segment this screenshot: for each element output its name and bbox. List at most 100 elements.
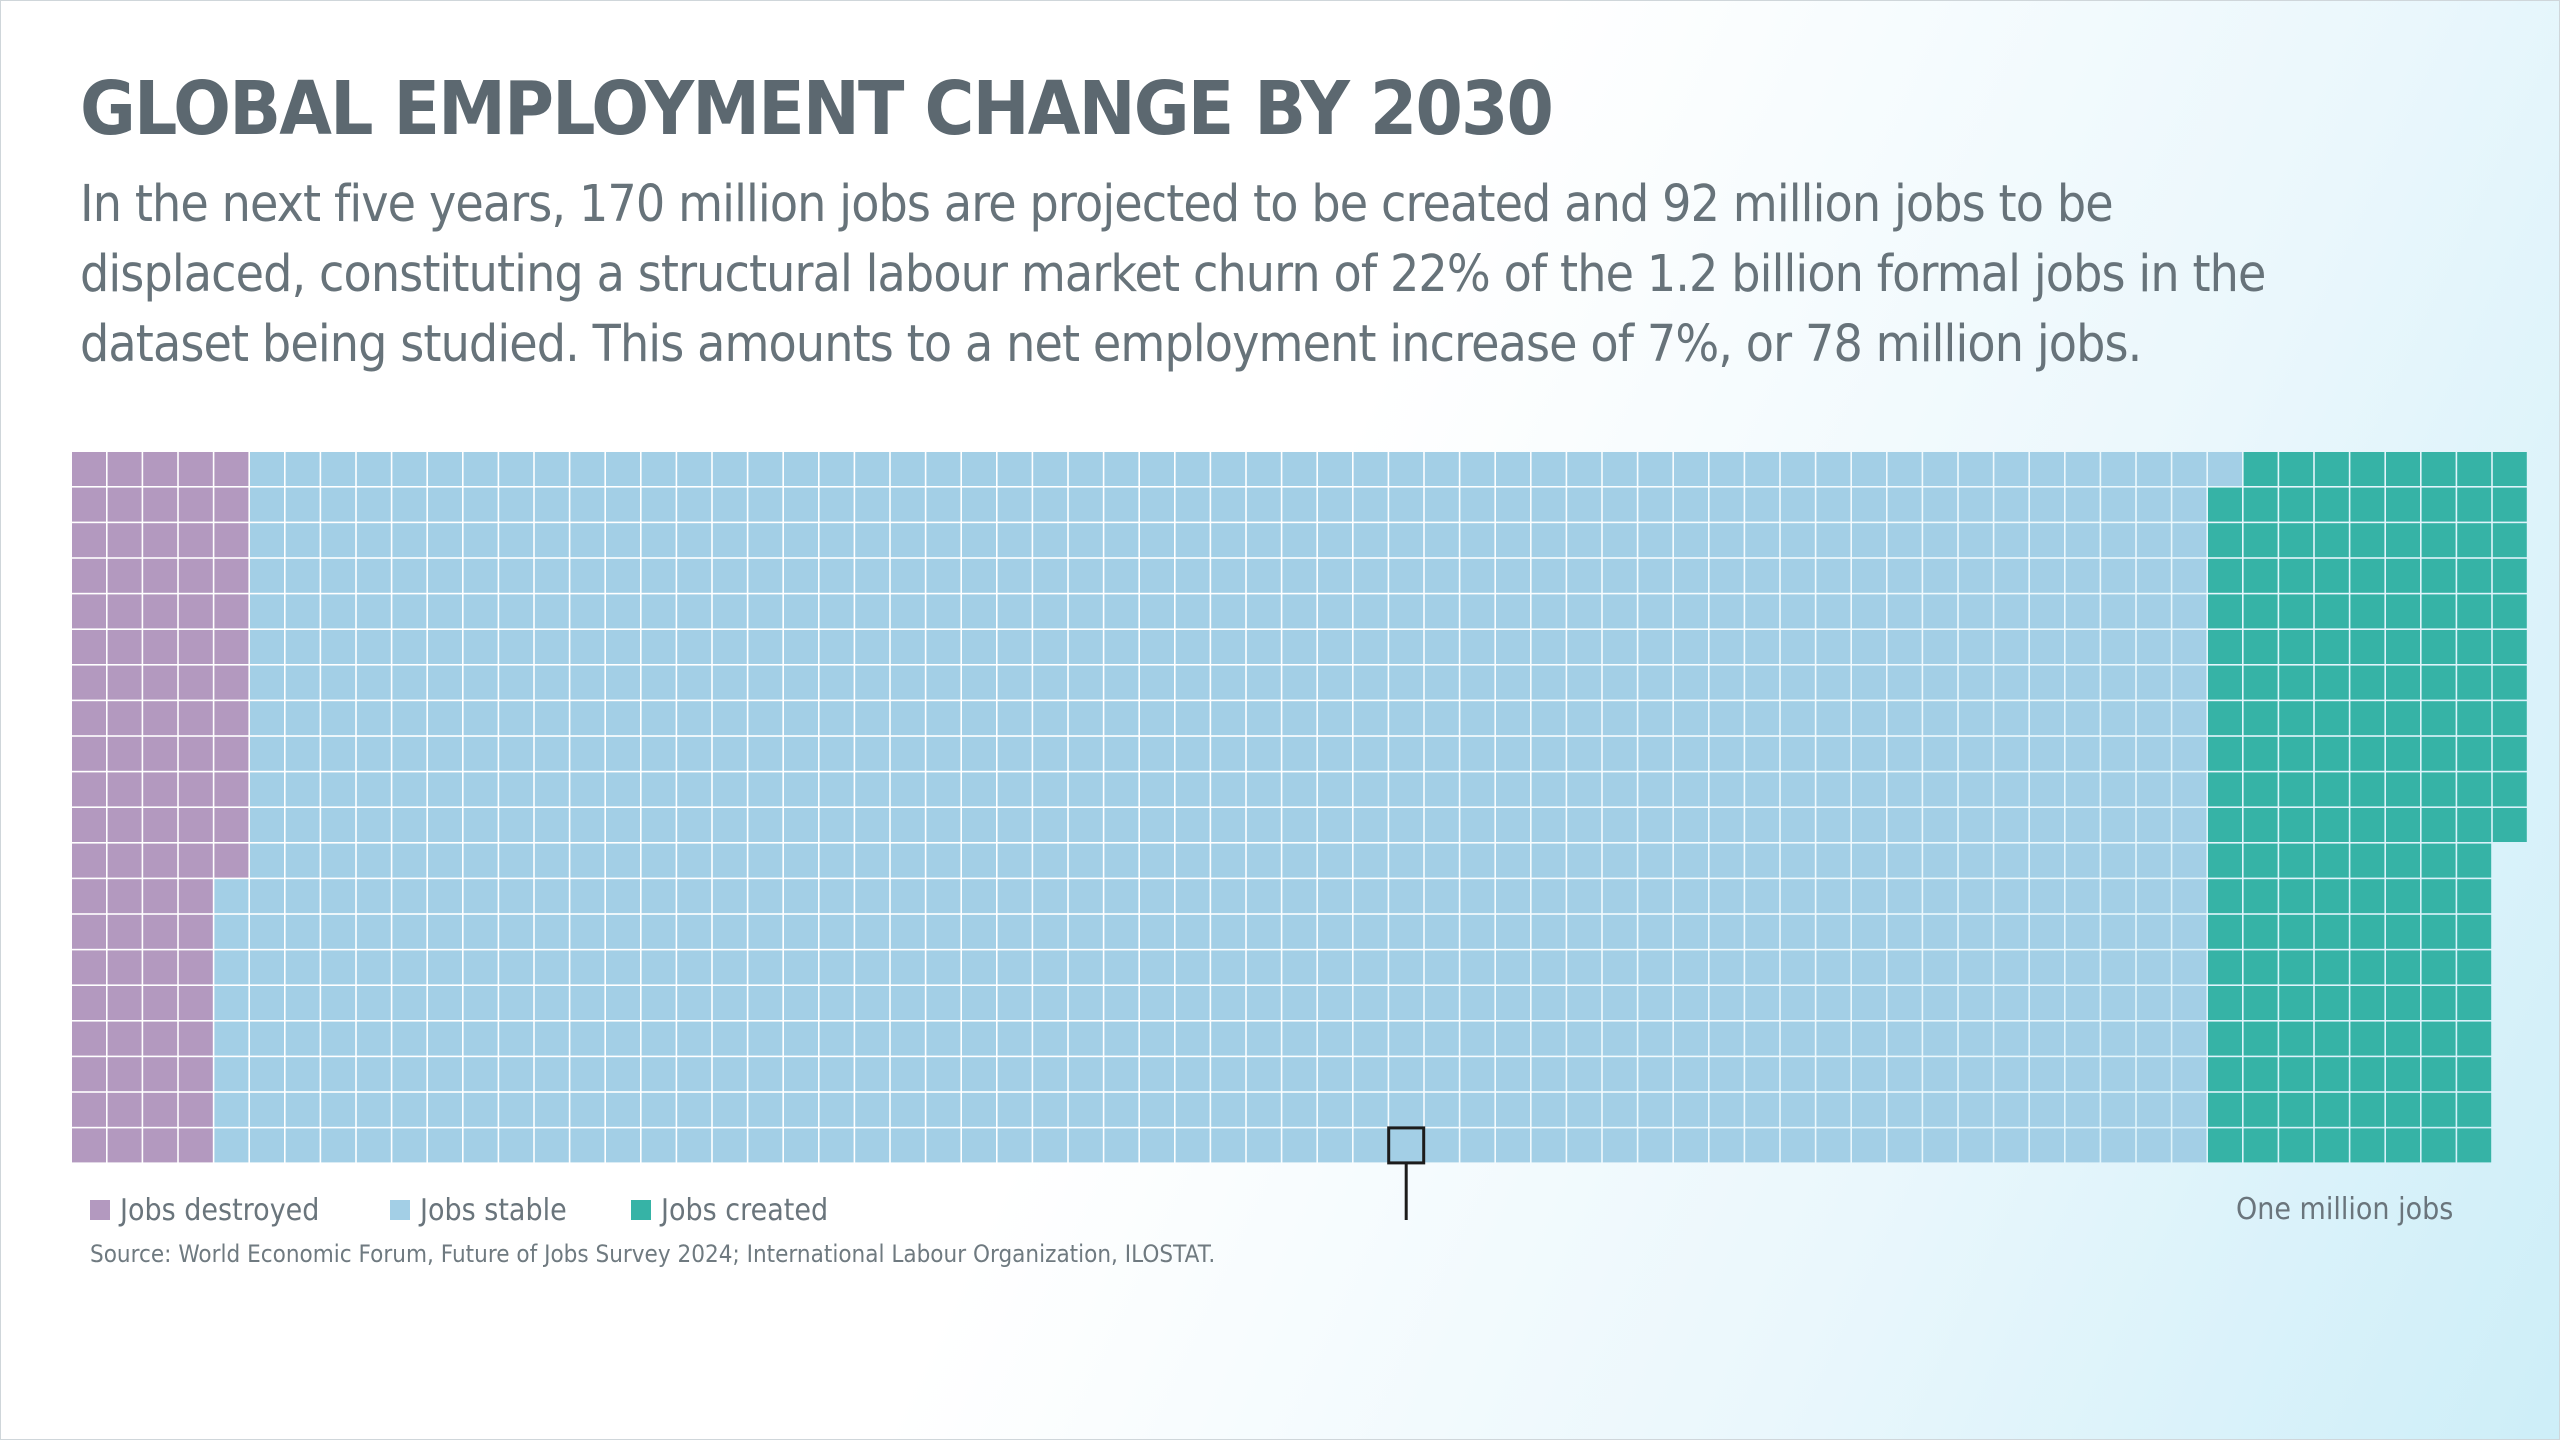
waffle-cell-jobs-stable (1816, 808, 1851, 842)
waffle-cell-jobs-stable (606, 452, 640, 486)
waffle-cell-jobs-created (2279, 986, 2314, 1020)
waffle-cell-jobs-stable (1460, 808, 1495, 842)
waffle-cell-jobs-stable (1852, 701, 1886, 736)
waffle-cell-jobs-stable (428, 914, 462, 949)
waffle-cell-jobs-stable (463, 487, 498, 522)
waffle-cell-jobs-stable (748, 558, 783, 593)
waffle-cell-jobs-stable (1140, 594, 1174, 629)
waffle-cell-jobs-stable (1211, 1057, 1246, 1092)
waffle-cell-jobs-stable (1531, 665, 1566, 700)
waffle-cell-jobs-stable (1211, 1021, 1246, 1056)
waffle-cell-jobs-created (2314, 843, 2349, 878)
waffle-cell-jobs-created (2279, 487, 2314, 522)
waffle-cell-jobs-created (2457, 523, 2492, 558)
waffle-cell-jobs-destroyed (107, 736, 142, 771)
waffle-cell-jobs-destroyed (72, 487, 106, 522)
waffle-cell-jobs-stable (1211, 736, 1246, 771)
waffle-cell-jobs-stable (855, 1128, 890, 1163)
waffle-cell-jobs-stable (712, 558, 747, 593)
waffle-cell-jobs-stable (2101, 808, 2136, 842)
waffle-cell-jobs-stable (285, 452, 320, 486)
waffle-cell-jobs-stable (1674, 879, 1708, 914)
waffle-cell-jobs-stable (1852, 772, 1886, 807)
waffle-cell-jobs-stable (1353, 594, 1388, 629)
waffle-cell-jobs-stable (1033, 487, 1068, 522)
waffle-cell-jobs-stable (712, 879, 747, 914)
waffle-cell-jobs-stable (570, 986, 605, 1020)
waffle-cell-jobs-stable (2172, 1128, 2207, 1163)
waffle-cell-jobs-stable (570, 914, 605, 949)
waffle-cell-jobs-stable (890, 879, 925, 914)
waffle-cell-jobs-stable (1282, 1057, 1317, 1092)
waffle-cell-jobs-stable (641, 1057, 676, 1092)
waffle-cell-jobs-stable (1709, 452, 1744, 486)
waffle-cell-jobs-stable (962, 950, 996, 985)
waffle-cell-jobs-stable (392, 487, 427, 522)
waffle-cell-jobs-created (2421, 843, 2456, 878)
waffle-cell-jobs-stable (1033, 914, 1068, 949)
waffle-cell-jobs-created (2421, 487, 2456, 522)
waffle-cell-jobs-stable (499, 736, 534, 771)
waffle-cell-jobs-created (2386, 772, 2420, 807)
waffle-cell-jobs-stable (1745, 487, 1780, 522)
waffle-cell-jobs-stable (1674, 523, 1708, 558)
waffle-cell-jobs-stable (1496, 950, 1530, 985)
waffle-cell-jobs-stable (784, 736, 818, 771)
waffle-cell-jobs-stable (819, 1092, 854, 1127)
waffle-cell-jobs-stable (214, 1057, 249, 1092)
waffle-cell-jobs-stable (1923, 630, 1958, 664)
waffle-cell-jobs-stable (214, 1092, 249, 1127)
waffle-cell-jobs-stable (2065, 523, 2100, 558)
waffle-cell-jobs-stable (1887, 558, 1922, 593)
waffle-cell-jobs-stable (1923, 594, 1958, 629)
waffle-cell-jobs-stable (1780, 594, 1815, 629)
waffle-cell-jobs-stable (2172, 772, 2207, 807)
waffle-cell-jobs-stable (1923, 452, 1958, 486)
waffle-cell-jobs-created (2386, 701, 2420, 736)
waffle-cell-jobs-stable (2101, 1057, 2136, 1092)
waffle-cell-jobs-created (2208, 1057, 2242, 1092)
waffle-cell-jobs-stable (1923, 736, 1958, 771)
waffle-cell-jobs-stable (250, 1128, 284, 1163)
waffle-cell-jobs-stable (641, 487, 676, 522)
waffle-cell-jobs-stable (1994, 843, 2029, 878)
waffle-cell-jobs-destroyed (107, 487, 142, 522)
waffle-cell-jobs-stable (1282, 665, 1317, 700)
waffle-cell-jobs-stable (1175, 1021, 1210, 1056)
waffle-cell-jobs-stable (1709, 665, 1744, 700)
waffle-cell-jobs-stable (2065, 1092, 2100, 1127)
waffle-cell-jobs-stable (1852, 630, 1886, 664)
waffle-cell-jobs-stable (748, 523, 783, 558)
waffle-cell-jobs-stable (1674, 594, 1708, 629)
waffle-cell-jobs-stable (926, 701, 961, 736)
waffle-cell-jobs-stable (1211, 701, 1246, 736)
waffle-cell-jobs-destroyed (178, 523, 213, 558)
waffle-cell-jobs-stable (1282, 558, 1317, 593)
waffle-cell-jobs-stable (250, 701, 284, 736)
waffle-cell-jobs-stable (1104, 523, 1139, 558)
waffle-cell-jobs-stable (1567, 1128, 1602, 1163)
waffle-cell-jobs-created (2457, 701, 2492, 736)
waffle-cell-jobs-stable (2136, 594, 2171, 629)
waffle-cell-jobs-stable (1887, 1057, 1922, 1092)
waffle-cell-jobs-stable (1389, 487, 1424, 522)
waffle-cell-jobs-stable (1816, 558, 1851, 593)
waffle-cell-jobs-stable (1958, 986, 1993, 1020)
waffle-cell-jobs-stable (534, 665, 569, 700)
waffle-cell-jobs-created (2279, 452, 2314, 486)
waffle-cell-jobs-stable (463, 594, 498, 629)
waffle-cell-jobs-stable (1140, 736, 1174, 771)
waffle-cell-jobs-stable (321, 1092, 356, 1127)
waffle-cell-jobs-created (2279, 879, 2314, 914)
waffle-cell-jobs-created (2386, 808, 2420, 842)
waffle-cell-jobs-stable (962, 843, 996, 878)
waffle-cell-jobs-stable (1531, 1057, 1566, 1092)
waffle-cell-jobs-stable (1674, 950, 1708, 985)
waffle-cell-jobs-stable (463, 736, 498, 771)
waffle-cell-jobs-stable (534, 879, 569, 914)
waffle-cell-jobs-stable (1389, 594, 1424, 629)
waffle-cell-jobs-stable (321, 736, 356, 771)
waffle-cell-jobs-stable (1175, 630, 1210, 664)
waffle-cell-jobs-stable (2136, 452, 2171, 486)
waffle-cell-jobs-created (2457, 594, 2492, 629)
